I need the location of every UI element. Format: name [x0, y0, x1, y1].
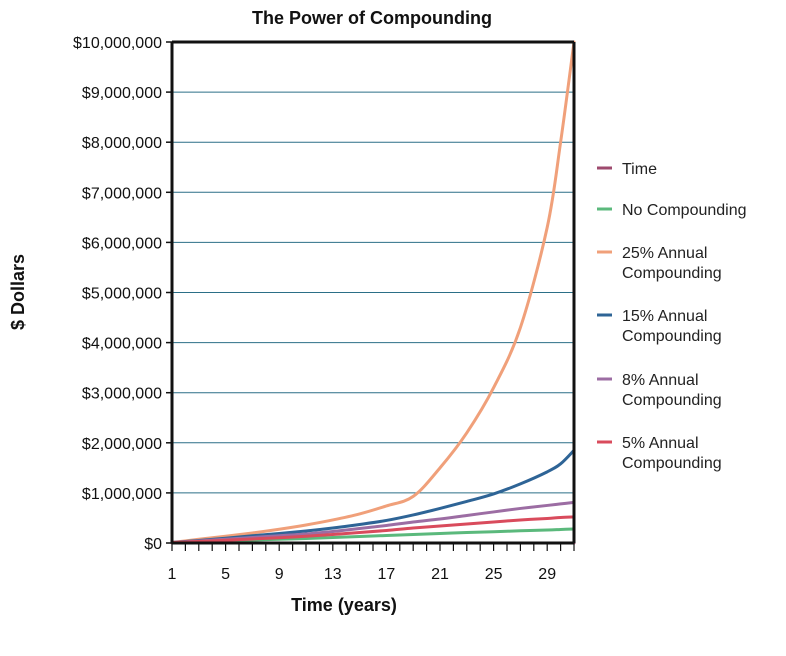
- y-axis-ticks: $0 $1,000,000 $2,000,000 $3,000,000 $4,000,0…: [73, 35, 172, 553]
- legend: Time No Compounding 25% Annual Compounding 1…: [597, 161, 747, 472]
- legend-label-line2: Compounding: [622, 455, 722, 472]
- x-tick-label: 9: [275, 566, 284, 583]
- y-tick-label: $1,000,000: [82, 486, 162, 503]
- legend-label: 5% Annual: [622, 435, 699, 452]
- series-line-15-annual-compounding: [170, 448, 576, 544]
- y-tick-label: $0: [144, 536, 162, 553]
- legend-label: 25% Annual: [622, 245, 707, 262]
- x-axis-label: Time (years): [291, 595, 397, 615]
- legend-label: No Compounding: [622, 202, 747, 219]
- y-tick-label: $3,000,000: [82, 386, 162, 403]
- y-tick-label: $2,000,000: [82, 436, 162, 453]
- x-tick-label: 29: [538, 566, 556, 583]
- grid-lines: [172, 91, 574, 494]
- legend-label-line2: Compounding: [622, 392, 722, 409]
- x-tick-label: 13: [324, 566, 342, 583]
- series-line-5-annual-compounding: [170, 515, 576, 544]
- x-tick-label: 21: [431, 566, 449, 583]
- chart-title: The Power of Compounding: [252, 8, 492, 28]
- legend-label-line2: Compounding: [622, 328, 722, 345]
- y-tick-label: $10,000,000: [73, 35, 162, 52]
- x-tick-label: 25: [485, 566, 503, 583]
- y-axis-label: $ Dollars: [8, 254, 28, 330]
- legend-label-line2: Compounding: [622, 265, 722, 282]
- y-tick-label: $9,000,000: [82, 85, 162, 102]
- y-tick-label: $6,000,000: [82, 235, 162, 252]
- x-axis-ticks: 1 5 9 13 17 21 25 29: [168, 543, 575, 583]
- x-tick-label: 1: [168, 566, 177, 583]
- y-tick-label: $4,000,000: [82, 336, 162, 353]
- legend-label: 8% Annual: [622, 372, 699, 389]
- y-tick-label: $8,000,000: [82, 135, 162, 152]
- y-tick-label: $5,000,000: [82, 286, 162, 303]
- y-tick-label: $7,000,000: [82, 185, 162, 202]
- legend-label: Time: [622, 161, 657, 178]
- legend-label: 15% Annual: [622, 308, 707, 325]
- x-tick-label: 17: [378, 566, 396, 583]
- x-tick-label: 5: [221, 566, 230, 583]
- series-line-25-annual-compounding: [170, 40, 576, 544]
